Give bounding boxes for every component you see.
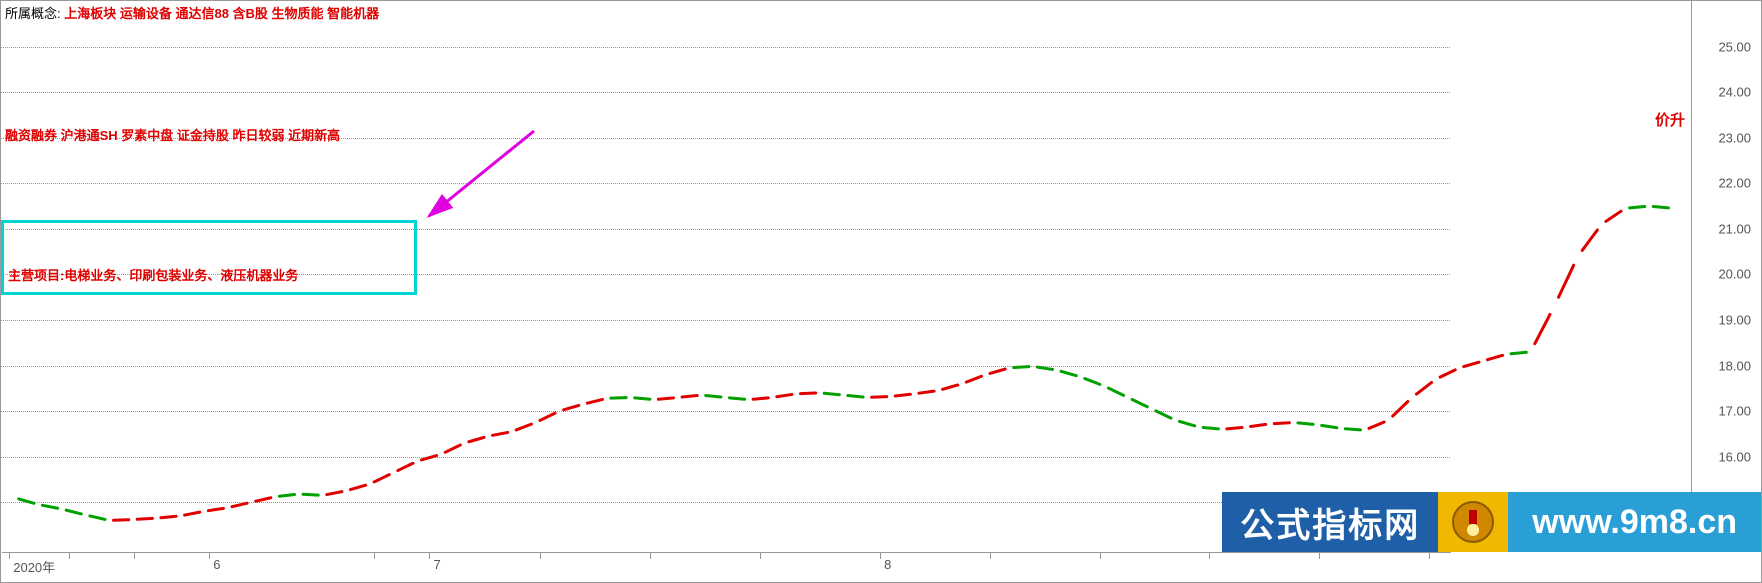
x-axis: 2020年 6 7 8 xyxy=(2,552,1451,582)
business-text: 主营项目:电梯业务、印刷包装业务、液压机器业务 xyxy=(8,265,298,284)
watermark-right: www.9m8.cn xyxy=(1508,492,1761,552)
gridline xyxy=(1,47,1450,48)
finance-tags: 融资融券 沪港通SH 罗素中盘 证金持股 昨日较弱 近期新高 xyxy=(5,125,340,144)
x-tick-label: 2020年 xyxy=(13,557,55,576)
x-tick-label: 7 xyxy=(433,557,440,572)
price-up-label: 价升 xyxy=(1655,109,1685,130)
x-tick-label: 6 xyxy=(213,557,220,572)
y-tick-label: 20.00 xyxy=(1718,267,1751,282)
watermark: 公式指标网 www.9m8.cn xyxy=(1222,492,1761,552)
y-tick-label: 24.00 xyxy=(1718,85,1751,100)
y-tick-label: 18.00 xyxy=(1718,358,1751,373)
concept-label: 所属概念: xyxy=(5,6,61,21)
y-tick-label: 25.00 xyxy=(1718,39,1751,54)
concept-values: 上海板块 运输设备 通达信88 含B股 生物质能 智能机器 xyxy=(64,6,379,21)
watermark-badge-icon xyxy=(1438,492,1508,552)
y-tick-label: 21.00 xyxy=(1718,221,1751,236)
stock-chart: 15.0016.0017.0018.0019.0020.0021.0022.00… xyxy=(0,0,1762,583)
y-tick-label: 17.00 xyxy=(1718,404,1751,419)
gridline xyxy=(1,411,1450,412)
y-tick-label: 19.00 xyxy=(1718,312,1751,327)
watermark-left: 公式指标网 xyxy=(1222,492,1438,552)
concept-row: 所属概念: 上海板块 运输设备 通达信88 含B股 生物质能 智能机器 xyxy=(5,3,379,22)
x-tick-label: 8 xyxy=(884,557,891,572)
gridline xyxy=(1,183,1450,184)
gridline xyxy=(1,366,1450,367)
y-tick-label: 16.00 xyxy=(1718,449,1751,464)
y-axis: 15.0016.0017.0018.0019.0020.0021.0022.00… xyxy=(1691,1,1761,525)
gridline xyxy=(1,457,1450,458)
y-tick-label: 22.00 xyxy=(1718,176,1751,191)
highlight-box: 主营项目:电梯业务、印刷包装业务、液压机器业务 xyxy=(1,220,417,295)
gridline xyxy=(1,92,1450,93)
y-tick-label: 23.00 xyxy=(1718,130,1751,145)
gridline xyxy=(1,320,1450,321)
